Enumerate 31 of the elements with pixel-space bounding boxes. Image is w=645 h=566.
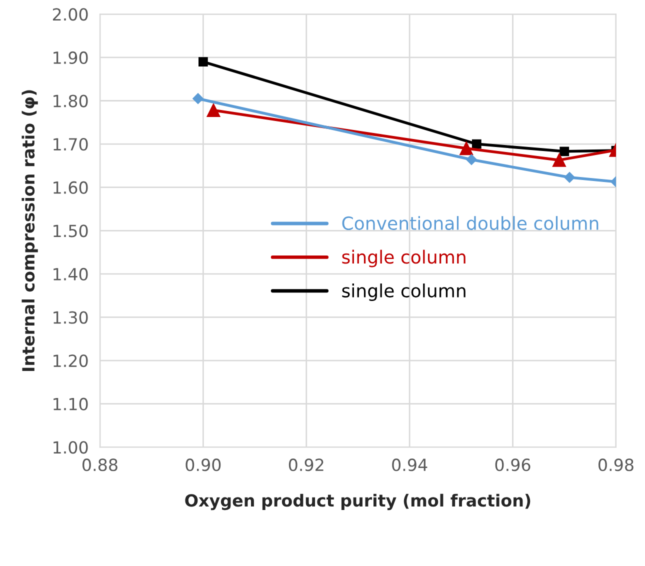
x-tick-label: 0.88 bbox=[82, 458, 118, 472]
point bbox=[192, 93, 204, 104]
legend-label: Conventional double column bbox=[342, 216, 598, 230]
x-tick-label: 0.96 bbox=[495, 458, 530, 472]
y-tick-label: 1.40 bbox=[54, 268, 88, 281]
point bbox=[206, 104, 220, 118]
legend-label: single column bbox=[342, 250, 466, 268]
y-tick-label: 1.00 bbox=[54, 441, 88, 454]
y-tick-label: 1.50 bbox=[54, 224, 88, 238]
point bbox=[560, 146, 570, 156]
x-tick-label: 0.92 bbox=[288, 458, 324, 472]
y-tick-label: 1.10 bbox=[54, 398, 88, 410]
x-tick-label: 0.94 bbox=[392, 458, 428, 472]
point bbox=[466, 154, 477, 166]
x-tick-label: 0.90 bbox=[186, 458, 221, 472]
x-axis-title: Oxygen product purity (mol fraction) bbox=[185, 494, 530, 510]
point bbox=[472, 139, 482, 149]
y-tick-label: 1.30 bbox=[54, 311, 88, 324]
y-tick-label: 1.70 bbox=[54, 138, 88, 151]
y-tick-label: 1.20 bbox=[54, 354, 88, 368]
y-tick-label: 1.80 bbox=[54, 94, 88, 108]
point bbox=[564, 172, 575, 183]
y-tick-label: 1.90 bbox=[54, 51, 88, 64]
legend-label: single column bbox=[342, 284, 466, 301]
point bbox=[552, 153, 566, 167]
x-tick-label: 0.98 bbox=[598, 458, 634, 472]
y-axis-title: Internal compression ratio (φ) bbox=[22, 90, 38, 371]
y-tick-label: 2.00 bbox=[52, 8, 88, 21]
y-tick-label: 1.60 bbox=[54, 181, 88, 194]
point bbox=[460, 142, 474, 156]
point bbox=[198, 57, 208, 66]
